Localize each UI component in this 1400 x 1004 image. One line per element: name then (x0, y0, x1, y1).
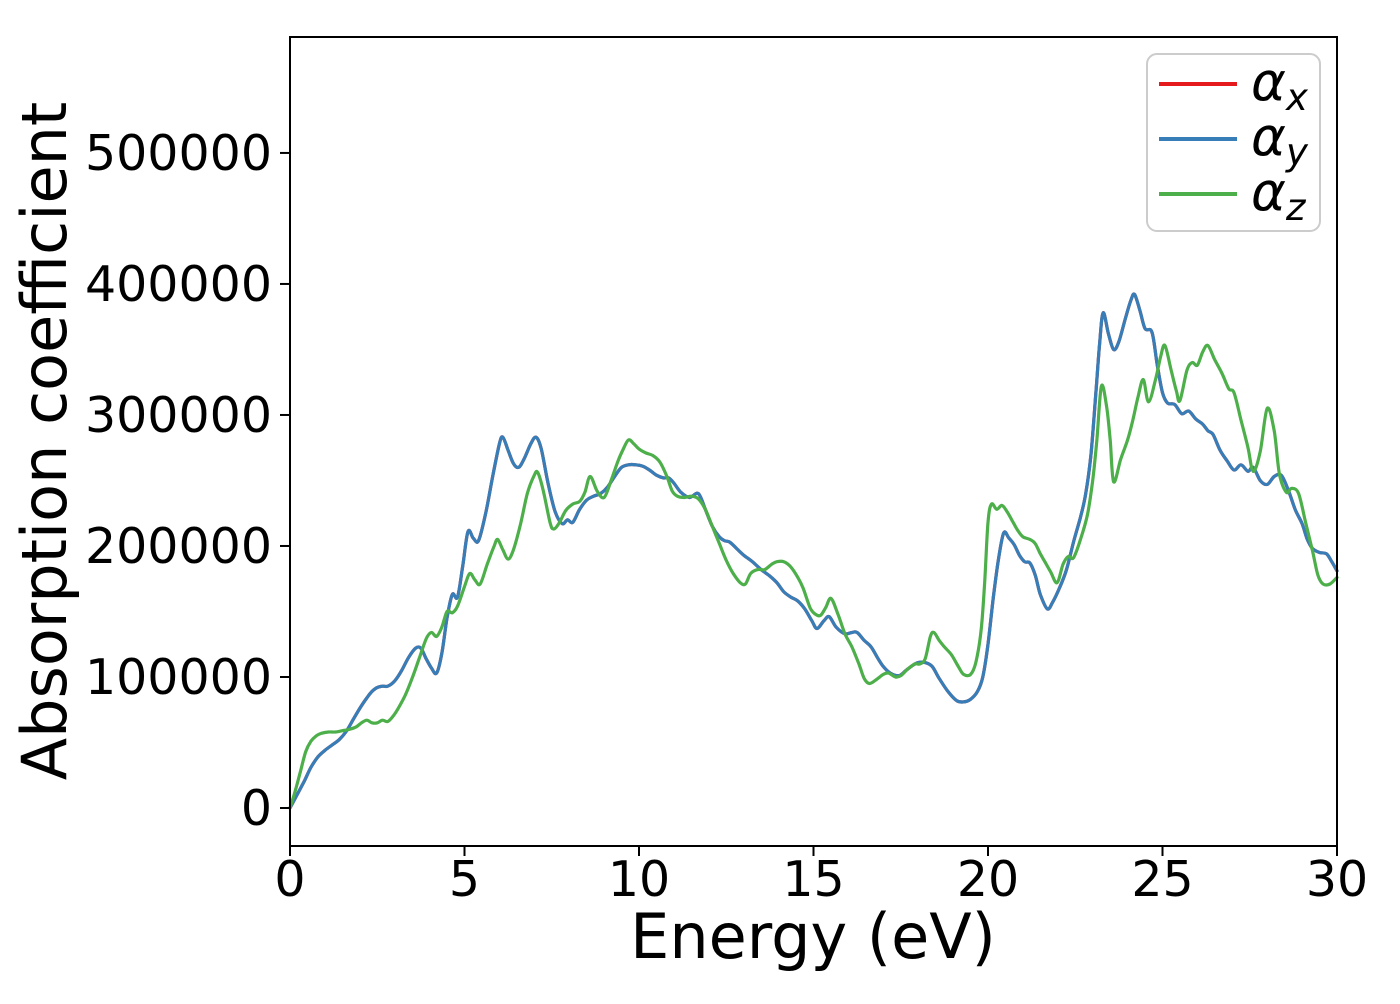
series-line-alpha_y (288, 292, 1339, 810)
ticks-layer: 0 5 10 15 20 25 30 0 100000 200000 300000 400000 500… (85, 125, 1368, 908)
series-layer (288, 292, 1339, 810)
x-tick-label: 5 (449, 851, 480, 908)
y-tick-label: 200000 (85, 518, 272, 575)
legend-box (1146, 53, 1321, 232)
y-tick-label: 300000 (85, 387, 272, 444)
series-line-alpha_x (288, 292, 1339, 810)
y-tick-label: 400000 (85, 256, 272, 313)
x-tick-label: 0 (274, 851, 305, 908)
y-tick-label: 500000 (85, 125, 272, 182)
series-line-alpha_z (288, 343, 1339, 810)
y-axis-label: Absorption coefficient (8, 102, 81, 781)
x-tick-label: 30 (1306, 851, 1368, 908)
x-tick-label: 25 (1131, 851, 1193, 908)
y-tick-label: 0 (241, 780, 272, 837)
x-tick-label: 20 (957, 851, 1019, 908)
x-tick-label: 15 (782, 851, 844, 908)
x-axis-label: Energy (eV) (630, 900, 996, 973)
y-tick-label: 100000 (85, 649, 272, 706)
x-tick-label: 10 (608, 851, 670, 908)
